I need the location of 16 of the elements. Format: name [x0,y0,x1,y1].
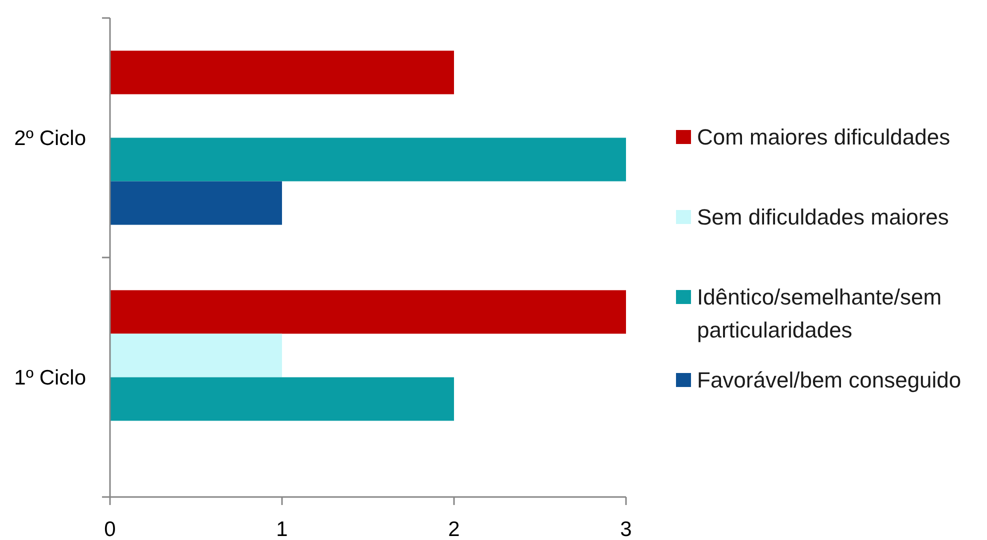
x-tick-label: 1 [276,518,288,540]
legend-label: Sem dificuldades maiores [697,204,949,230]
bar [110,334,282,378]
x-tick-label: 3 [620,518,632,540]
bar [110,377,454,421]
bar [110,181,282,225]
legend-label: Idêntico/semelhante/sem particularidades [697,284,942,343]
legend-label: Com maiores dificuldades [697,124,950,150]
y-tick-label: 2º Ciclo [14,127,86,150]
legend-label: Favorável/bem conseguido [697,368,962,393]
bar [110,50,454,94]
bar [110,290,626,334]
x-tick-label: 0 [104,518,116,540]
bar [110,138,626,182]
x-tick-label: 2 [448,518,460,540]
y-tick-label: 1º Ciclo [14,366,86,390]
